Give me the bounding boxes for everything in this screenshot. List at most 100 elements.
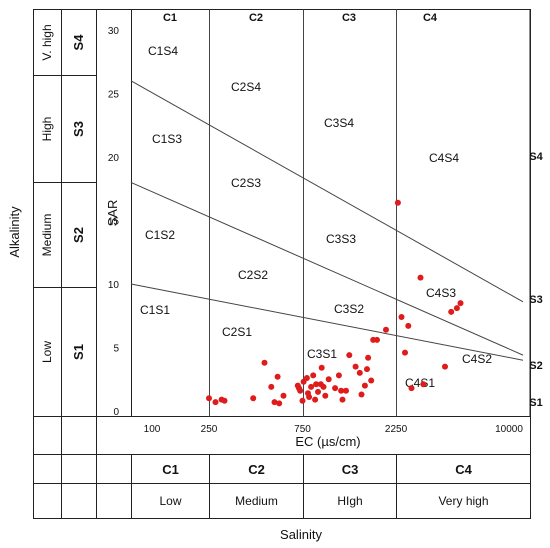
data-point (394, 199, 401, 206)
region-label: C3S2 (334, 302, 364, 316)
region-label: C4S3 (426, 286, 456, 300)
right-s-label: S3 (529, 294, 542, 306)
alkalinity-level: High (40, 117, 54, 142)
salinity-code: C1 (162, 462, 179, 477)
data-point (365, 354, 372, 361)
hazard-boundary-line (130, 80, 524, 303)
data-point (338, 387, 345, 394)
y-tick-label: 20 (108, 153, 120, 164)
region-label: C2S1 (222, 325, 252, 339)
x-tick-label: 250 (201, 424, 218, 435)
right-s-label: S1 (529, 397, 542, 409)
region-labels: C1S4 C2S4 C3S4 C4S4 C1S3 C2S3 C3S3 C4S3 C1S2 C2S2… (140, 44, 492, 390)
region-label: C2S3 (231, 176, 261, 190)
salinity-code: C3 (342, 462, 359, 477)
salinity-code: C4 (455, 462, 472, 477)
region-label: C4S2 (462, 352, 492, 366)
region-label: C4S4 (429, 151, 459, 165)
data-point (310, 372, 317, 379)
region-label: C3S1 (307, 347, 337, 361)
data-point (448, 308, 455, 315)
alkalinity-code: S4 (71, 34, 86, 51)
salinity-level: Medium (235, 494, 278, 508)
x-axis-ticks: 100 250 750 2250 10000 (144, 424, 524, 435)
data-point (332, 385, 339, 392)
x-axis-title: EC (µs/cm) (295, 434, 360, 449)
data-point (261, 359, 268, 366)
salinity-label: Salinity (280, 527, 322, 542)
data-point (364, 366, 370, 373)
data-point (313, 381, 320, 388)
plot-area (131, 9, 531, 417)
alkalinity-level: Medium (40, 214, 54, 257)
region-label: C1S4 (148, 44, 178, 58)
y-axis-ticks: 0 5 10 15 20 25 30 (108, 26, 120, 418)
data-point (280, 392, 287, 399)
y-tick-label: 10 (108, 280, 120, 291)
data-point (383, 326, 389, 333)
data-point (312, 396, 319, 403)
region-label: C1S1 (140, 303, 170, 317)
data-point (308, 383, 315, 390)
region-label: C2S2 (238, 268, 268, 282)
data-point (276, 400, 283, 407)
data-point (271, 399, 278, 406)
y-tick-label: 15 (108, 217, 120, 228)
top-class-label: C3 (342, 12, 356, 24)
y-tick-label: 5 (113, 344, 119, 355)
salinity-level: Very high (438, 494, 488, 508)
salinity-level: Low (159, 494, 181, 508)
x-tick-label: 10000 (495, 424, 523, 435)
data-point (356, 369, 363, 376)
alkalinity-level: V. high (40, 24, 54, 60)
data-point (318, 364, 325, 371)
data-point (322, 392, 329, 399)
data-point (453, 305, 460, 312)
data-point (417, 274, 424, 281)
data-point (420, 381, 427, 388)
data-point (206, 395, 212, 402)
alkalinity-code: S2 (71, 227, 86, 243)
data-point (315, 388, 321, 395)
region-label: C1S3 (152, 132, 182, 146)
alkalinity-label: Alkalinity (7, 206, 22, 258)
data-point (296, 385, 302, 392)
sodium-hazard-lines (130, 80, 524, 361)
x-tick-label: 2250 (385, 424, 408, 435)
data-point (320, 383, 327, 390)
data-point (402, 349, 408, 356)
data-point (268, 383, 275, 390)
data-point (358, 391, 365, 398)
data-point (303, 375, 310, 381)
data-point (408, 385, 415, 392)
data-point (405, 322, 412, 329)
data-points (206, 199, 464, 407)
y-tick-label: 25 (108, 90, 120, 101)
alkalinity-code: S3 (71, 121, 86, 137)
data-point (335, 372, 342, 379)
data-point (343, 387, 349, 394)
data-point (346, 352, 353, 359)
alkalinity-level: Low (40, 341, 54, 363)
alkalinity-code: S1 (71, 344, 86, 360)
right-s-labels: S4 S3 S2 S1 (529, 151, 543, 409)
y-tick-label: 0 (113, 407, 119, 418)
top-class-labels: C1 C2 C3 C4 (163, 12, 438, 24)
salinity-level: HIgh (337, 494, 362, 508)
top-class-label: C1 (163, 12, 177, 24)
top-class-label: C2 (249, 12, 263, 24)
data-point (352, 363, 359, 370)
right-s-label: S2 (529, 360, 542, 372)
data-point (250, 395, 257, 402)
data-point (221, 397, 228, 404)
data-point (398, 314, 405, 320)
region-label: C3S4 (324, 116, 354, 130)
data-point (442, 363, 448, 370)
top-class-label: C4 (423, 12, 438, 24)
data-point (212, 399, 219, 406)
right-s-label: S4 (529, 151, 543, 163)
region-label: C1S2 (145, 228, 175, 242)
x-tick-label: 750 (294, 424, 311, 435)
x-tick-label: 100 (144, 424, 161, 435)
